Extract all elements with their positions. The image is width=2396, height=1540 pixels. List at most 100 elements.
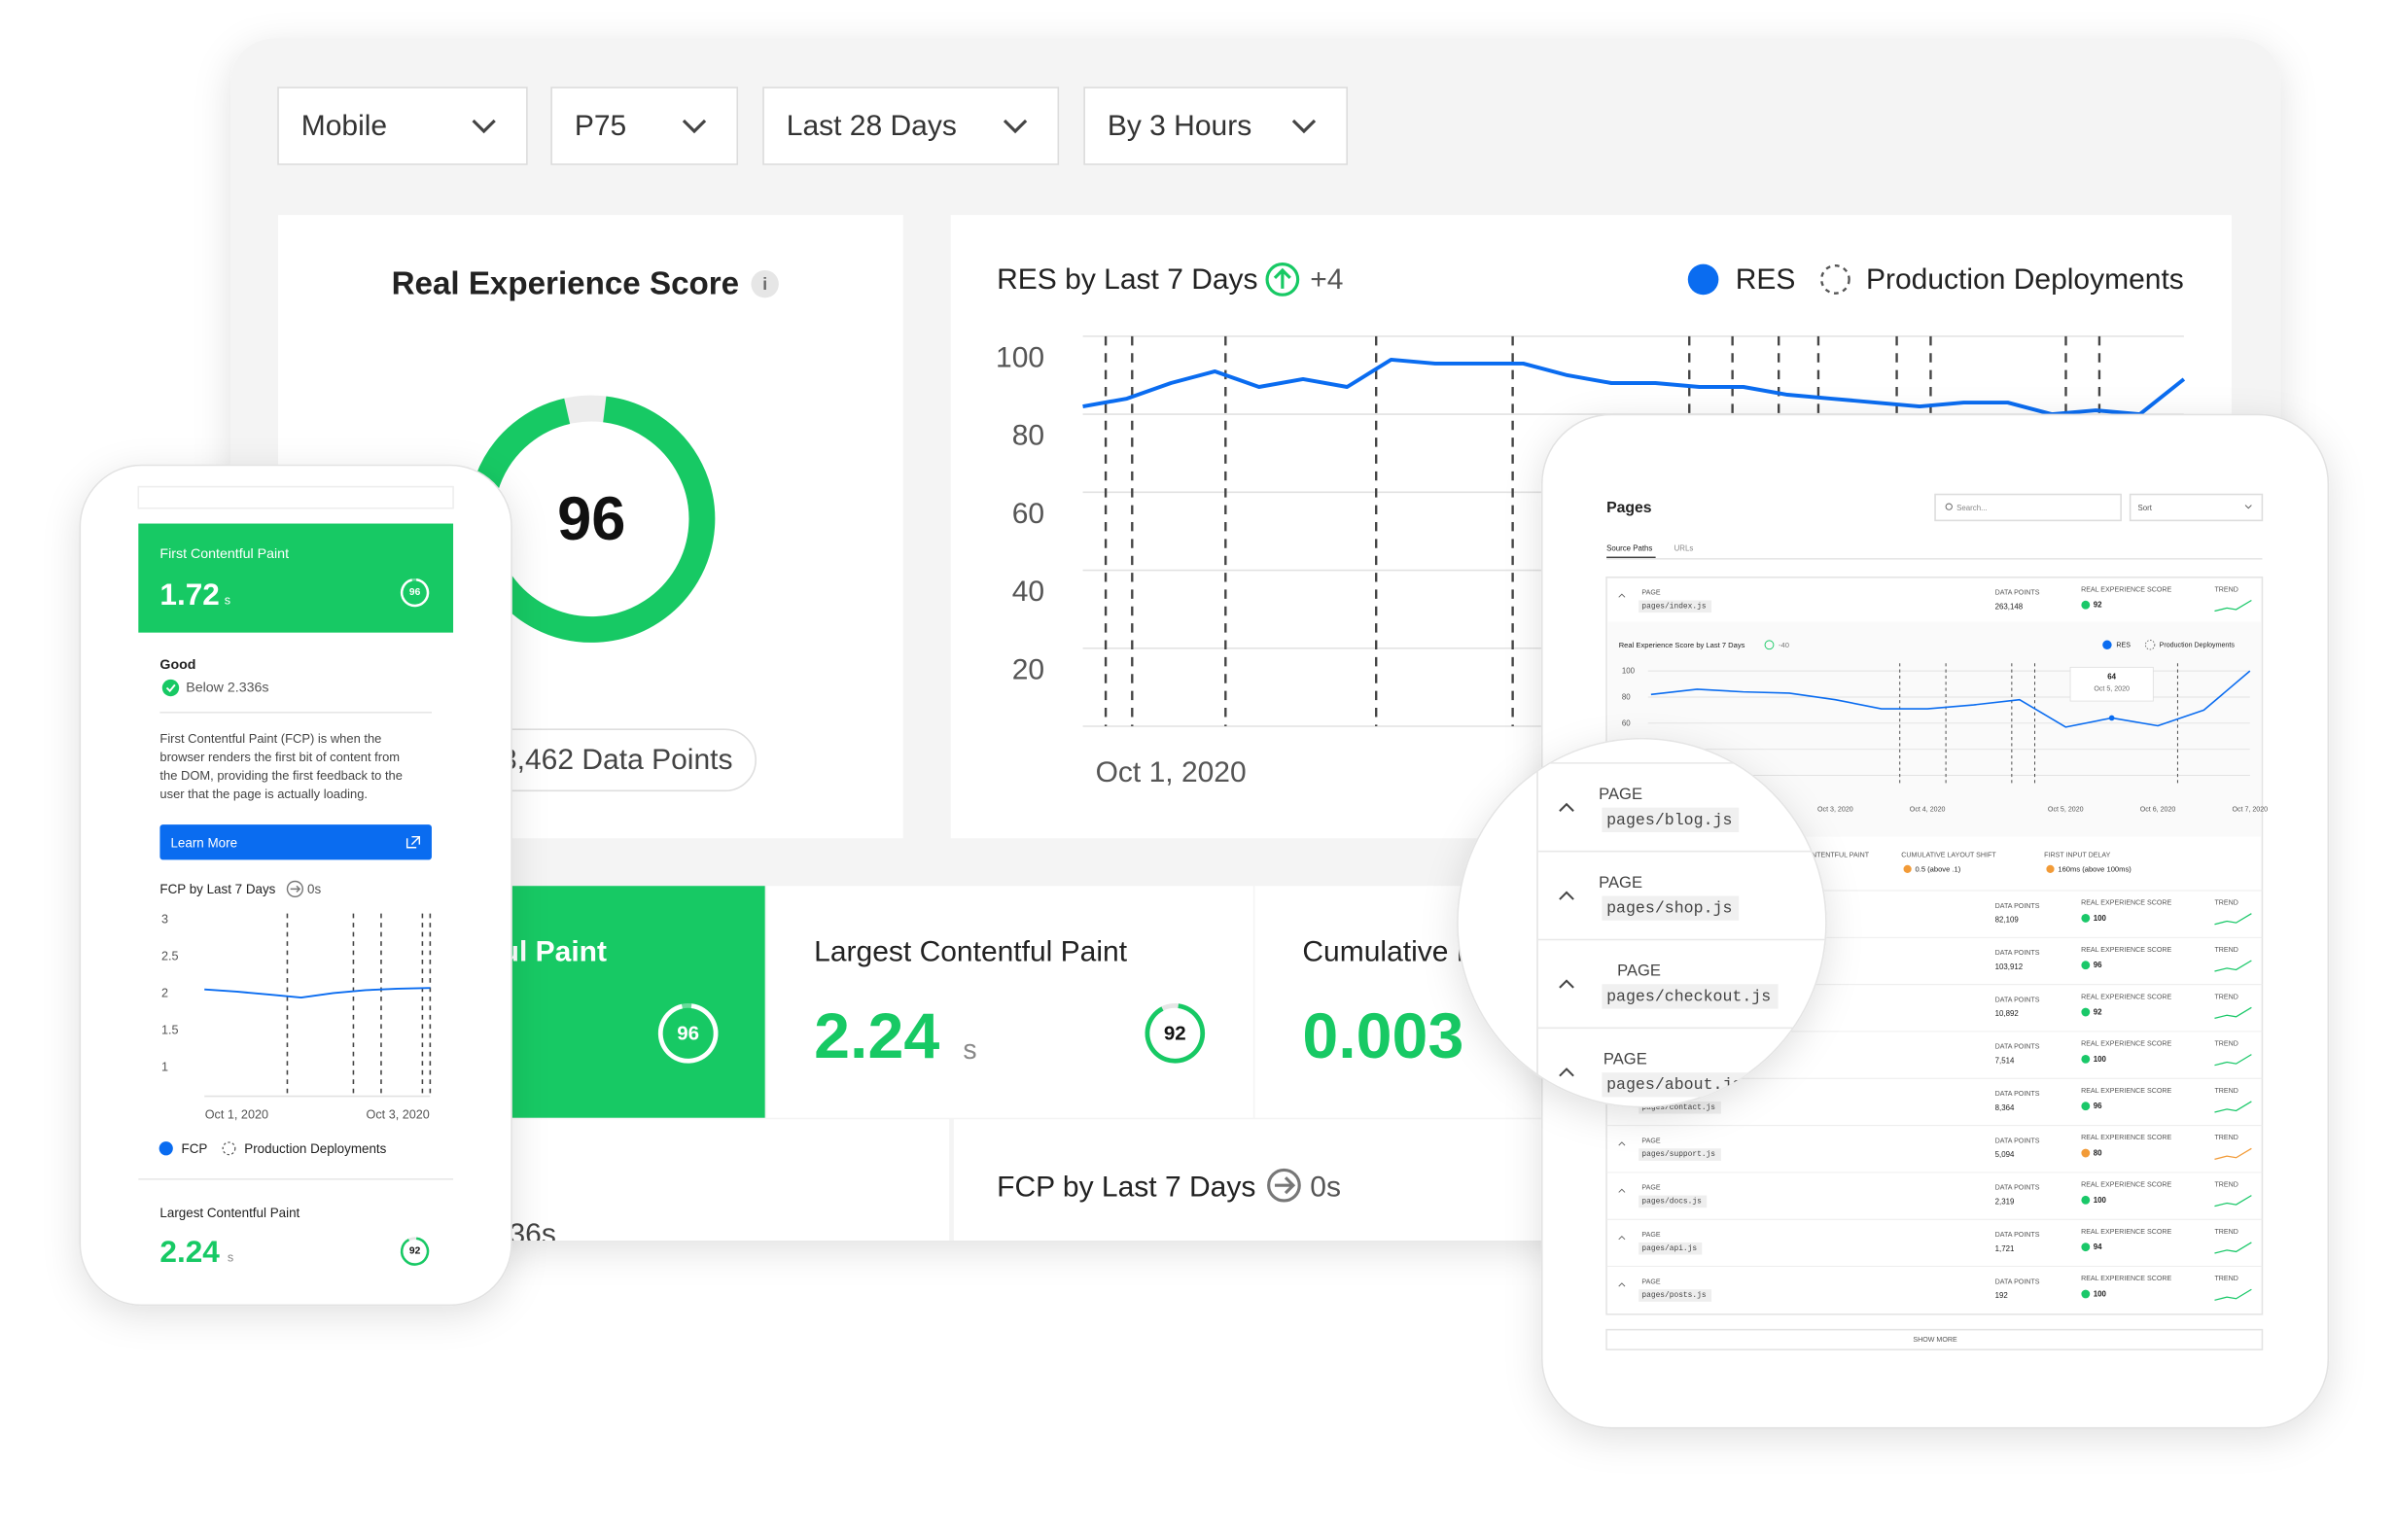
data-points: 103,912 [1995,962,2023,971]
score: 80 [2094,1149,2102,1158]
code-pill [1602,984,1779,1009]
code-pill [1638,1242,1703,1255]
filter-label[interactable]: Last 28 Days [787,110,957,142]
page-path: pages/contact.js [1641,1103,1715,1112]
legend-label: RES [2116,641,2131,648]
metric-ring-value: 92 [409,1246,421,1257]
button-label[interactable]: Learn More [170,836,237,851]
metric-title: Largest Contentful Paint [814,936,1128,968]
column-header: DATA POINTS [1995,1184,2040,1192]
info-icon [751,269,779,298]
column-header: REAL EXPERIENCE SCORE [2081,1275,2171,1282]
change-arrow [1274,1176,1296,1195]
filter-dropdown[interactable] [277,87,528,165]
chevron [1618,1141,1626,1146]
trend-sparkline [2214,599,2252,612]
column-header: DATA POINTS [1995,1090,2040,1098]
column-header: PAGE [1641,1137,1660,1144]
tooltip-value: 64 [2107,672,2116,681]
score-ring-value: 96 [557,485,625,553]
column-header: TREND [2214,1040,2237,1048]
column-header: DATA POINTS [1995,996,2040,1003]
learn-more-button[interactable] [159,824,432,860]
score: 94 [2094,1242,2102,1251]
chevron [472,119,496,134]
trend-sparkline [2214,1006,2252,1019]
data-points: 7,514 [1995,1056,2015,1065]
page-path: pages/posts.js [1641,1291,1706,1300]
column-header: PAGE [1641,1278,1660,1285]
metric-card-lcp [766,886,1253,1118]
column-header: DATA POINTS [1995,1043,2040,1051]
column-header: TREND [2214,1275,2237,1282]
score: 100 [2094,1055,2107,1064]
legend-swatch-deployments [222,1141,236,1156]
button-label[interactable]: SHOW MORE [1913,1336,1957,1344]
threshold: Below 2.336s [186,681,268,696]
change-value: 0s [1310,1171,1341,1203]
change-value: +4 [1310,263,1343,296]
description-line: browser renders the first bit of content… [159,750,400,764]
tab[interactable]: URLs [1674,543,1694,552]
vital-title: CUMULATIVE LAYOUT SHIFT [1901,852,1996,859]
filter-label[interactable]: Mobile [301,110,387,142]
y-tick-label: 1 [161,1060,168,1073]
series-line [1082,357,2186,417]
page-title: Pages [1606,500,1652,516]
vital-dot [2046,864,2055,873]
tab[interactable]: Source Paths [1606,543,1652,552]
chevron [2244,505,2252,509]
chart-title: FCP by Last 7 Days [159,882,275,896]
metric-value: 2.24 [159,1234,220,1269]
score-dot [2081,1242,2091,1252]
column-header: DATA POINTS [1995,902,2040,910]
chevron [1003,119,1028,134]
chevron [1618,1188,1626,1193]
y-tick-label: 60 [1622,718,1631,727]
data-points: 10,892 [1995,1009,2019,1018]
data-points: 82,109 [1995,915,2019,924]
code-pill [1602,807,1740,832]
column-header: TREND [2214,1087,2237,1095]
page-path: pages/blog.js [1606,811,1732,829]
chevron [1559,1068,1574,1077]
filter-dropdown[interactable] [1083,87,1348,165]
check-mark [165,683,176,693]
y-tick-label: 20 [1012,653,1044,685]
chevron [1291,119,1317,134]
vital-title: FIRST INPUT DELAY [2044,852,2110,859]
sort-label: Sort [2138,504,2153,512]
column-header: REAL EXPERIENCE SCORE [2081,899,2171,907]
score: 92 [2094,1008,2102,1017]
score-dot [2081,1054,2091,1064]
data-points: 192 [1995,1291,2008,1300]
change-icon [1267,1168,1301,1203]
sort-select[interactable] [2129,493,2264,522]
column-header: TREND [2214,585,2237,593]
filter-label[interactable]: P75 [575,110,626,142]
legend-swatch-deployments [1819,264,1850,295]
legend-label: RES [1736,263,1796,296]
filter-dropdown[interactable] [550,87,739,165]
change-icon [1265,262,1300,297]
chevron [1618,593,1626,598]
chevron [1618,1235,1626,1241]
filter-label[interactable]: By 3 Hours [1108,110,1251,142]
change-arrow [1273,267,1291,289]
trend-sparkline [2214,1288,2252,1301]
change-arrow [290,885,301,893]
external-icon [405,835,421,849]
metric-ring-arc [657,1003,719,1064]
score-dot [2081,600,2091,610]
code-pill [1638,600,1712,613]
change-icon [1764,640,1775,650]
search-box[interactable] [1934,493,2122,522]
metric-unit: s [963,1034,976,1066]
legend-label: Production Deployments [1866,263,2184,296]
metric-value: 2.24 [814,1000,939,1072]
y-tick-label: 3 [161,913,168,927]
show-more-button[interactable] [1605,1328,2264,1350]
column-header: DATA POINTS [1995,1278,2040,1285]
tooltip-point [2108,715,2115,721]
trend-sparkline [2214,1101,2252,1113]
